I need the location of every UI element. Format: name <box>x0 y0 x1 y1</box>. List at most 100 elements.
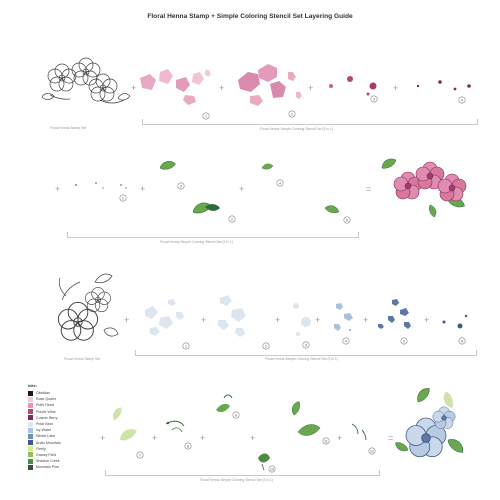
operator-equals: = <box>366 184 371 194</box>
row-1-step-1-pink-petals <box>140 69 211 105</box>
step-number: 2 <box>291 112 293 116</box>
row-2-step-3-leaves <box>261 162 341 215</box>
bracket-stencil-row-1 <box>142 119 478 125</box>
color-swatch <box>28 390 33 396</box>
legend-list: Obsidian Rose Quartz Puffy Heart Purple Win… <box>28 390 108 470</box>
row-3-step-2-pale-blue <box>218 295 246 337</box>
legend-item: Icy Water <box>28 427 108 433</box>
legend-item: Cosmic Berry <box>28 415 108 421</box>
row-4-step-11-leaves <box>289 399 321 436</box>
legend-heading: Inks: <box>28 384 37 388</box>
step-number: 2 <box>265 344 267 348</box>
step-badge: 6 <box>458 337 466 345</box>
step-badge: 7 <box>136 451 144 459</box>
row-3-step-5-dark-blue <box>378 299 411 329</box>
step-badge: 12 <box>368 447 376 455</box>
row-2-step-2-leaves <box>158 159 220 216</box>
step-number: 5 <box>403 339 405 343</box>
legend-item: Shadow Creek <box>28 458 108 464</box>
caption-stamp-set: Floral Henna Stamp Set <box>64 357 101 361</box>
caption-stencil-set: Floral Henna Simple Coloring Stencil Set… <box>260 127 333 131</box>
row-1-step-4-dark-dots <box>416 80 471 91</box>
operator-plus: + <box>55 184 60 194</box>
bracket-stencil-row-2 <box>67 232 359 238</box>
legend-label: Rose Quartz <box>36 397 57 402</box>
legend-item: Rose Quartz <box>28 396 108 402</box>
step-number: 1 <box>122 196 124 200</box>
row-3-step-3-pale-blue <box>293 303 311 336</box>
legend-item: Arctic Mountain <box>28 440 108 446</box>
legend-label: Polar Bear <box>36 422 53 427</box>
legend-item: Obsidian <box>28 390 108 396</box>
row-4-finished-blue-flowers <box>393 385 467 458</box>
step-number: 9 <box>235 413 237 417</box>
row-4-step-8-sprig <box>165 420 185 433</box>
operator-plus: + <box>239 184 244 194</box>
row-1-stamp-image <box>41 57 131 104</box>
caption-stencil-set: Floral Henna Simple Coloring Stencil Set… <box>265 357 338 361</box>
operator-plus: + <box>275 315 280 325</box>
color-swatch <box>28 409 33 415</box>
row-4-step-7-light-leaves <box>110 405 139 444</box>
step-badge: 4 <box>458 96 466 104</box>
step-badge: 2 <box>228 215 236 223</box>
step-number: 3 <box>373 97 375 101</box>
step-badge: 10 <box>268 465 276 473</box>
color-swatch <box>28 440 33 446</box>
row-4-step-9-green-leaves <box>216 394 270 471</box>
row-1-step-2-pink-petals <box>238 64 302 106</box>
legend-label: Firefly <box>36 446 46 451</box>
operator-plus: + <box>315 315 320 325</box>
color-swatch <box>28 396 33 402</box>
legend-label: Shadow Creek <box>36 459 60 464</box>
operator-plus: + <box>152 433 157 443</box>
step-badge: 4 <box>342 337 350 345</box>
legend-item: Polar Bear <box>28 421 108 427</box>
color-swatch <box>28 446 33 452</box>
step-badge: 1 <box>182 342 190 350</box>
step-badge: 5 <box>343 216 351 224</box>
color-swatch <box>28 464 33 470</box>
step-badge: 2 <box>288 110 296 118</box>
step-number: 10 <box>270 467 274 471</box>
step-badge: 8 <box>184 442 192 450</box>
step-number: 7 <box>139 453 141 457</box>
step-number: 1 <box>205 114 207 118</box>
legend-label: Cosmic Berry <box>36 415 58 420</box>
step-badge: 5 <box>400 337 408 345</box>
step-number: 4 <box>279 181 281 185</box>
row-2-finished-pink-flowers <box>379 155 467 219</box>
page-title: Floral Henna Stamp + Simple Coloring Ste… <box>147 13 353 20</box>
color-swatch <box>28 402 33 408</box>
step-badge: 4 <box>276 179 284 187</box>
row-3-step-4-blue <box>334 303 353 332</box>
legend-label: Winter Lake <box>36 434 56 439</box>
step-badge: 1 <box>202 112 210 120</box>
bracket-stencil-row-3 <box>135 350 477 356</box>
step-badge: 9 <box>232 411 240 419</box>
operator-plus: + <box>250 433 255 443</box>
legend-label: Arctic Mountain <box>36 440 61 445</box>
step-badge: 11 <box>322 437 330 445</box>
legend-label: Purple Wine <box>36 409 56 414</box>
legend-item: Firefly <box>28 446 108 452</box>
operator-plus: + <box>140 184 145 194</box>
step-badge: 2 <box>262 342 270 350</box>
legend-label: Grassy Field <box>36 452 57 457</box>
legend-label: Obsidian <box>36 391 51 396</box>
operator-plus: + <box>424 315 429 325</box>
operator-plus: + <box>308 83 313 93</box>
caption-stencil-set: Floral Henna Simple Coloring Stencil Set… <box>160 240 233 244</box>
caption-stencil-set: Floral Henna Simple Coloring Stencil Set… <box>200 478 273 482</box>
caption-stamp-set: Floral Henna Stamp Set <box>50 126 87 130</box>
operator-plus: + <box>200 433 205 443</box>
step-number: 12 <box>370 449 374 453</box>
row-3-step-1-pale-blue <box>145 299 184 336</box>
color-swatch <box>28 458 33 464</box>
legend-item: Grassy Field <box>28 452 108 458</box>
step-badge: 1 <box>119 194 127 202</box>
legend-label: Mountain Pine <box>36 465 59 470</box>
color-swatch <box>28 433 33 439</box>
row-1-step-3-berry-dots <box>329 76 377 96</box>
step-number: 11 <box>324 439 328 443</box>
